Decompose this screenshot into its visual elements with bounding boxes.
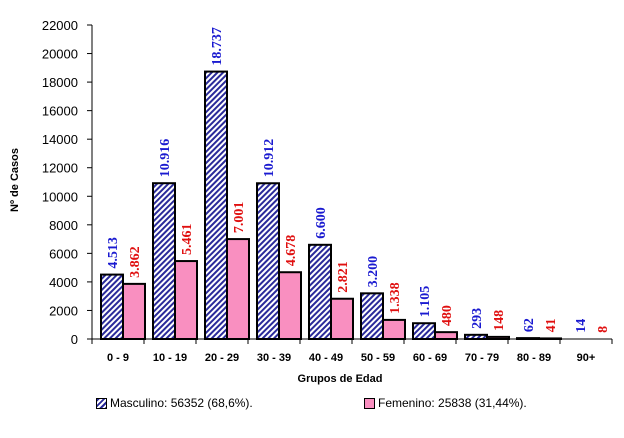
legend-swatch-femenino — [364, 397, 375, 409]
data-label-masculino: 10.916 — [158, 139, 173, 178]
data-label-femenino: 2.821 — [336, 261, 351, 293]
y-tick-label: 20000 — [42, 47, 78, 62]
x-axis-title: Grupos de Edad — [298, 373, 383, 385]
x-axis: 0 - 9 10 - 19 20 - 29 30 - 39 40 - 49 50 - 59… — [91, 338, 613, 364]
data-label-masculino: 14 — [574, 319, 589, 333]
y-tick-label: 22000 — [42, 18, 78, 33]
x-tick-label: 80 - 89 — [517, 352, 551, 364]
legend-swatch-masculino — [96, 397, 107, 409]
data-label-femenino: 3.862 — [128, 246, 143, 278]
legend-label-masculino: Masculino: 56352 (68,6%). — [110, 396, 253, 410]
data-label-femenino: 148 — [492, 310, 507, 331]
x-tick-label: 0 - 9 — [107, 352, 129, 364]
y-tick-label: 0 — [71, 332, 78, 347]
y-tick-label: 4000 — [49, 275, 78, 290]
data-labels: 4.513 10.916 18.737 10.912 6.600 3.200 1.105 29… — [106, 27, 611, 333]
y-tick-label: 10000 — [42, 189, 78, 204]
bar-masculino — [256, 182, 280, 340]
bars — [100, 70, 562, 341]
bar-femenino — [486, 335, 510, 340]
data-label-femenino: 5.461 — [180, 224, 195, 256]
bar-femenino — [382, 318, 406, 340]
bar-femenino — [174, 260, 198, 341]
y-tick-label: 16000 — [42, 104, 78, 119]
y-axis-title: Nº de Casos — [9, 148, 21, 212]
x-tick-label: 70 - 79 — [465, 352, 499, 364]
data-label-masculino: 10.912 — [262, 139, 277, 178]
y-tick-label: 6000 — [49, 246, 78, 261]
bar-masculino — [412, 322, 436, 341]
bar-masculino — [516, 337, 540, 340]
x-tick-label: 60 - 69 — [413, 352, 447, 364]
data-label-femenino: 4.678 — [284, 235, 299, 267]
legend-item-femenino: Femenino: 25838 (31,44%). — [364, 396, 527, 410]
data-label-femenino: 1.338 — [388, 282, 403, 314]
legend-item-masculino: Masculino: 56352 (68,6%). — [96, 396, 253, 410]
x-tick-label: 40 - 49 — [309, 352, 343, 364]
y-tick-label: 14000 — [42, 132, 78, 147]
bar-femenino — [538, 337, 562, 341]
data-label-masculino: 293 — [470, 308, 485, 329]
bar-masculino — [204, 70, 228, 341]
y-tick-label: 18000 — [42, 75, 78, 90]
bar-femenino — [330, 297, 354, 340]
y-tick-label: 12000 — [42, 161, 78, 176]
x-tick-label: 30 - 39 — [257, 352, 291, 364]
legend-label-femenino: Femenino: 25838 (31,44%). — [378, 396, 527, 410]
bar-femenino — [226, 238, 250, 340]
bar-masculino — [308, 243, 332, 340]
bar-masculino — [100, 273, 124, 341]
data-label-femenino: 480 — [440, 305, 455, 326]
x-tick-label: 10 - 19 — [153, 352, 187, 364]
x-tick-label: 20 - 29 — [205, 352, 239, 364]
bar-masculino — [464, 333, 488, 340]
data-label-femenino: 41 — [544, 318, 559, 332]
data-label-masculino: 62 — [522, 318, 537, 332]
bar-femenino — [278, 271, 302, 340]
data-label-masculino: 4.513 — [106, 237, 121, 269]
y-axis: 0 2000 4000 6000 8000 10000 12000 14000 16000 180… — [42, 18, 93, 347]
bar-masculino — [360, 292, 384, 340]
y-tick-label: 2000 — [49, 303, 78, 318]
bar-femenino — [122, 282, 146, 340]
x-tick-label: 90+ — [577, 352, 596, 364]
y-tick-label: 8000 — [49, 218, 78, 233]
data-label-masculino: 3.200 — [366, 256, 381, 288]
data-label-femenino: 7.001 — [232, 202, 247, 234]
bar-femenino — [434, 331, 458, 340]
data-label-femenino: 8 — [596, 326, 611, 333]
data-label-masculino: 18.737 — [210, 27, 225, 66]
data-label-masculino: 1.105 — [418, 286, 433, 318]
data-label-masculino: 6.600 — [314, 207, 329, 239]
bar-masculino — [152, 182, 176, 340]
x-tick-label: 50 - 59 — [361, 352, 395, 364]
